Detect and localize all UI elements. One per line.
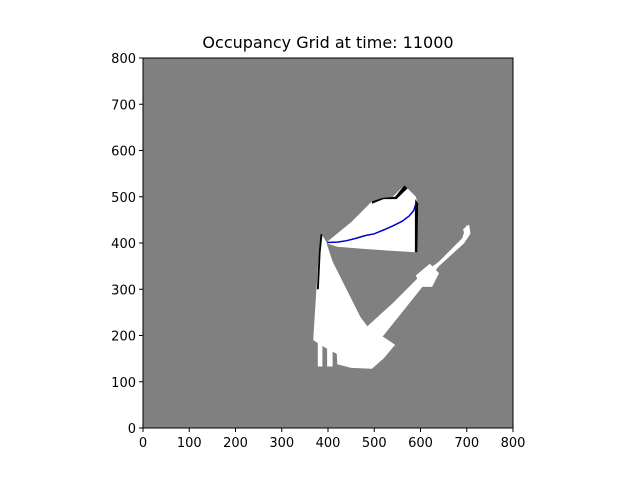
y-tick-label: 100 — [111, 376, 136, 391]
free-region-upper-wedge — [325, 185, 419, 253]
y-axis: 0 100 200 300 400 500 600 700 800 — [111, 52, 143, 437]
x-tick-label: 300 — [269, 436, 294, 451]
y-tick-label: 0 — [128, 422, 136, 437]
occupied-region-upper-edge — [371, 185, 408, 204]
x-tick-label: 500 — [362, 436, 387, 451]
y-tick-label: 300 — [111, 283, 136, 298]
occupied-region-right-edge — [414, 199, 419, 253]
y-tick-label: 400 — [111, 237, 136, 252]
robot-path — [327, 203, 417, 244]
y-tick-label: 800 — [111, 52, 136, 67]
free-region-left-triangle — [313, 233, 375, 359]
x-tick-label: 600 — [408, 436, 433, 451]
free-region-left-pillar-a — [317, 341, 323, 367]
x-tick-label: 200 — [223, 436, 248, 451]
x-axis: 0 100 200 300 400 500 600 700 800 — [139, 428, 526, 451]
x-tick-label: 400 — [316, 436, 341, 451]
free-space-layer — [313, 185, 471, 369]
y-tick-label: 600 — [111, 145, 136, 160]
chart-title: Occupancy Grid at time: 11000 — [202, 33, 453, 52]
x-tick-label: 0 — [139, 436, 147, 451]
x-tick-label: 100 — [177, 436, 202, 451]
x-tick-label: 800 — [501, 436, 526, 451]
free-region-diagonal-corridor — [361, 224, 470, 348]
free-region-left-pillar-b — [327, 342, 333, 367]
y-tick-label: 700 — [111, 98, 136, 113]
y-tick-label: 500 — [111, 191, 136, 206]
free-region-corridor-block — [415, 263, 439, 287]
x-tick-label: 700 — [454, 436, 479, 451]
free-region-far-end — [463, 224, 471, 241]
y-tick-label: 200 — [111, 330, 136, 345]
plot-area — [142, 57, 514, 429]
free-region-bottom-block — [336, 330, 396, 369]
occupied-layer — [316, 185, 419, 290]
occupied-region-left-edge — [316, 233, 323, 290]
